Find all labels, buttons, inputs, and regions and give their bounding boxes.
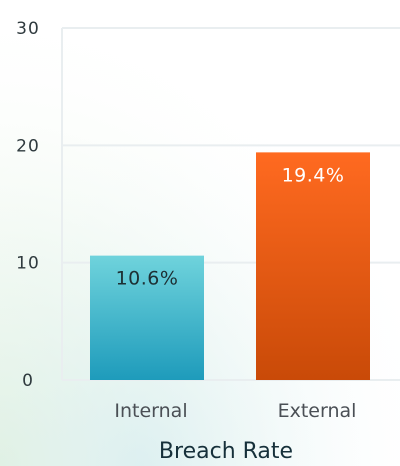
y-tick-label: 30 xyxy=(16,19,40,39)
x-axis-title: Breach Rate xyxy=(159,439,293,464)
bars xyxy=(90,152,370,380)
x-category-label: External xyxy=(278,400,357,422)
y-axis-ticks: 0 10 20 30 xyxy=(16,19,40,391)
data-labels: 10.6% 19.4% xyxy=(116,164,345,290)
x-category-label: Internal xyxy=(114,400,187,422)
data-label-internal: 10.6% xyxy=(116,268,179,290)
x-axis-categories: Internal External xyxy=(114,400,356,422)
y-tick-label: 0 xyxy=(22,371,34,391)
bar-external xyxy=(256,152,370,380)
y-tick-label: 20 xyxy=(16,136,40,156)
bar-internal xyxy=(90,255,204,380)
y-tick-label: 10 xyxy=(16,254,40,274)
data-label-external: 19.4% xyxy=(282,164,345,186)
